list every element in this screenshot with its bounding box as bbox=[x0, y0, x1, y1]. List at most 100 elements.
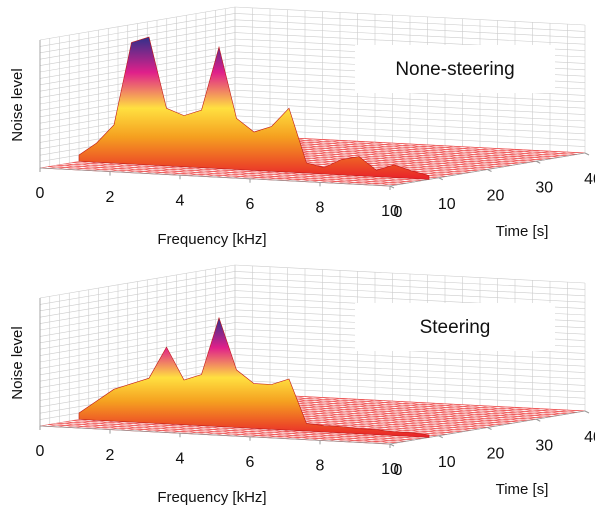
y-axis-label: Time [s] bbox=[496, 223, 549, 240]
floor-noise bbox=[284, 147, 481, 181]
floor-noise bbox=[276, 146, 472, 181]
x-tick-label: 10 bbox=[381, 203, 399, 220]
floor-noise bbox=[346, 408, 542, 442]
floor-noise bbox=[372, 151, 568, 186]
floor-noise bbox=[276, 404, 472, 439]
floor-noise bbox=[302, 148, 498, 182]
floor-noise bbox=[223, 144, 419, 178]
floor-noise bbox=[319, 407, 516, 441]
y-axis-label: Time [s] bbox=[496, 481, 549, 498]
floor-noise bbox=[232, 402, 428, 437]
wall-grid bbox=[39, 6, 236, 41]
annotation-box bbox=[355, 303, 555, 351]
y-tick bbox=[536, 418, 541, 422]
wall-grid bbox=[39, 315, 236, 350]
floor-noise bbox=[293, 147, 489, 182]
y-tick bbox=[536, 160, 541, 164]
floor-noise bbox=[241, 403, 437, 437]
floor-noise bbox=[214, 401, 411, 436]
floor-noise bbox=[249, 403, 446, 438]
annotation: Steering bbox=[420, 317, 491, 338]
floor-noise bbox=[311, 148, 507, 183]
wall-grid bbox=[39, 328, 236, 363]
wall-grid bbox=[39, 271, 236, 305]
x-axis-label: Frequency [kHz] bbox=[157, 489, 266, 506]
annotation-box bbox=[355, 45, 555, 93]
wall-grid bbox=[234, 271, 586, 290]
floor-noise bbox=[381, 152, 577, 186]
y-tick bbox=[584, 410, 590, 414]
floor-noise bbox=[363, 409, 559, 443]
y-tick-label: 30 bbox=[535, 437, 553, 454]
wall-grid bbox=[234, 19, 586, 39]
z-axis-label: Noise level bbox=[9, 326, 26, 399]
wall-grid bbox=[234, 25, 586, 45]
x-tick-label: 2 bbox=[106, 189, 115, 206]
wall-grid bbox=[234, 283, 586, 303]
panel: 0246810010203040Frequency [kHz]Time [s]N… bbox=[9, 6, 595, 248]
wall-grid bbox=[39, 19, 236, 54]
wall-grid bbox=[39, 309, 236, 344]
floor-noise bbox=[354, 408, 551, 443]
floor-noise bbox=[372, 409, 568, 444]
wall-grid bbox=[234, 13, 586, 32]
floor-noise bbox=[337, 408, 533, 442]
x-tick-label: 0 bbox=[36, 443, 45, 460]
annotation: None-steering bbox=[395, 59, 514, 80]
wall-grid bbox=[39, 277, 236, 312]
y-tick bbox=[389, 443, 395, 447]
surface bbox=[78, 36, 430, 180]
y-tick-label: 0 bbox=[394, 204, 403, 221]
x-tick-label: 10 bbox=[381, 461, 399, 478]
y-tick-label: 10 bbox=[438, 196, 456, 213]
x-tick-label: 6 bbox=[246, 454, 255, 471]
y-tick-label: 20 bbox=[487, 188, 505, 205]
surface bbox=[78, 316, 430, 438]
axis-line bbox=[39, 167, 391, 187]
y-tick-label: 40 bbox=[584, 171, 595, 188]
floor-noise bbox=[354, 150, 551, 185]
y-tick-label: 0 bbox=[394, 462, 403, 479]
floor-noise bbox=[267, 404, 463, 438]
floor-noise bbox=[311, 406, 507, 441]
floor-noise bbox=[346, 150, 542, 184]
y-tick bbox=[438, 177, 443, 181]
y-tick bbox=[487, 169, 492, 172]
x-tick-label: 8 bbox=[316, 458, 325, 475]
wall-grid bbox=[39, 283, 236, 318]
floor-noise bbox=[302, 406, 498, 440]
floor-noise bbox=[337, 150, 533, 184]
axis-line bbox=[39, 425, 391, 445]
floor-noise bbox=[258, 404, 454, 438]
x-tick-label: 0 bbox=[36, 185, 45, 202]
y-tick bbox=[584, 152, 590, 156]
y-tick-label: 40 bbox=[584, 429, 595, 446]
floor-noise bbox=[319, 149, 516, 183]
floor-noise bbox=[214, 143, 411, 178]
z-axis-label: Noise level bbox=[9, 68, 26, 141]
y-tick-label: 10 bbox=[438, 454, 456, 471]
floor-noise bbox=[232, 144, 428, 179]
y-tick-label: 30 bbox=[535, 179, 553, 196]
y-tick bbox=[438, 435, 443, 439]
floor-noise bbox=[363, 151, 559, 185]
floor-noise bbox=[293, 405, 489, 440]
x-tick-label: 8 bbox=[316, 200, 325, 217]
floor-noise bbox=[328, 149, 524, 184]
y-tick bbox=[487, 427, 492, 430]
y-tick bbox=[389, 185, 395, 189]
x-tick-label: 4 bbox=[176, 192, 185, 209]
floor-noise bbox=[381, 410, 577, 444]
wall-grid bbox=[39, 264, 236, 299]
panel: 0246810010203040Frequency [kHz]Time [s]N… bbox=[9, 264, 595, 506]
wall-grid bbox=[39, 303, 236, 337]
y-tick-label: 20 bbox=[487, 446, 505, 463]
x-axis-label: Frequency [kHz] bbox=[157, 231, 266, 248]
wall-grid bbox=[234, 6, 586, 26]
x-tick-label: 2 bbox=[106, 447, 115, 464]
wall-grid bbox=[234, 264, 586, 284]
x-tick-label: 4 bbox=[176, 450, 185, 467]
wall-grid bbox=[39, 296, 236, 331]
wall-grid bbox=[39, 290, 236, 324]
